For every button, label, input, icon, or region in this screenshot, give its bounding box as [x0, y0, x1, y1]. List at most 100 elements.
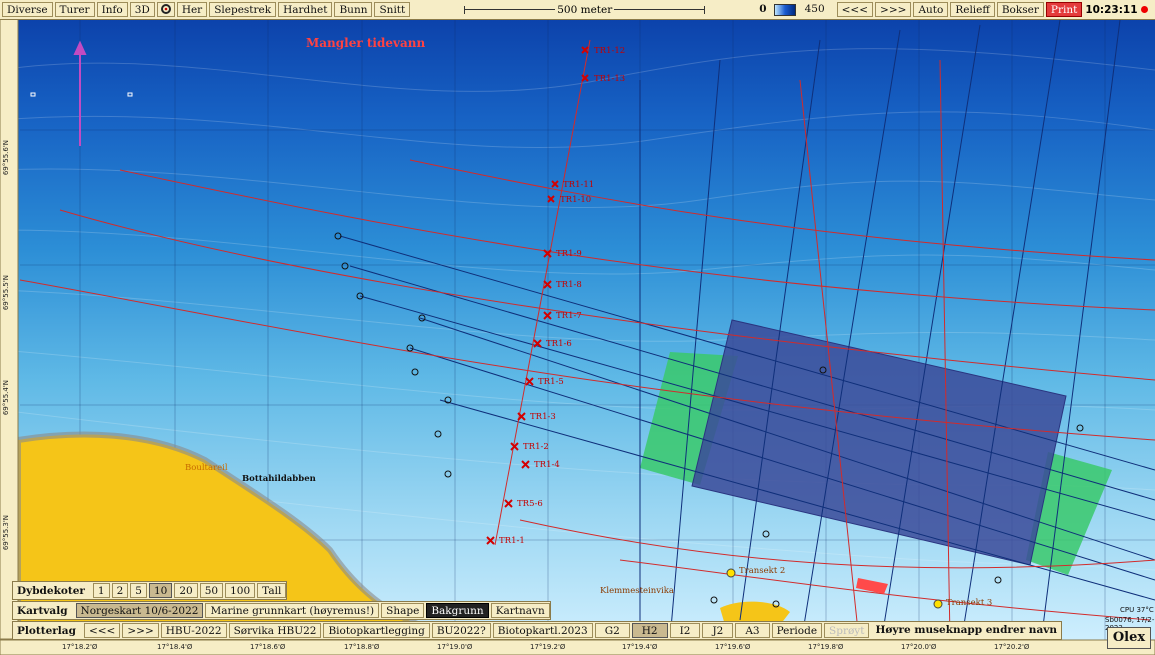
contour-option-tall[interactable]: Tall: [257, 583, 287, 598]
lon-tick: 17°19.4'Ø: [622, 643, 658, 651]
lat-tick: 69°55.3'N: [2, 515, 10, 551]
lon-tick: 17°20.2'Ø: [994, 643, 1030, 651]
station-label: TR1-5: [538, 377, 564, 387]
layer-sproyt[interactable]: Sprøyt: [824, 623, 870, 638]
place-label: Bottahildabben: [242, 474, 316, 484]
station-label: TR1-3: [530, 412, 556, 422]
transect-2-icon: [726, 568, 736, 578]
station-label: TR1-7: [556, 311, 582, 321]
station-label: TR1-6: [546, 339, 572, 349]
depth-color-bar: [773, 3, 796, 16]
relieff-button[interactable]: Relieff: [950, 2, 995, 17]
place-label: Klemmesteinvika: [600, 586, 674, 596]
station-crosses: [486, 46, 589, 545]
record-indicator-icon: [1140, 6, 1148, 13]
prev-button[interactable]: <<<: [836, 2, 874, 17]
target-icon[interactable]: [156, 2, 175, 17]
station-label: TR1-13: [594, 74, 626, 84]
hardhet-button[interactable]: Hardhet: [278, 2, 333, 17]
station-label: TR1-2: [523, 442, 549, 452]
her-button[interactable]: Her: [176, 2, 208, 17]
next-button[interactable]: >>>: [875, 2, 912, 17]
top-toolbar: Diverse Turer Info 3D Her Slepestrek Har…: [0, 0, 1155, 20]
land-islet: [720, 601, 790, 625]
layer-biotopkartl-2023[interactable]: Biotopkartl.2023: [492, 623, 593, 638]
lat-tick: 69°55.5'N: [2, 275, 10, 311]
red-marker-zone: [856, 578, 888, 594]
lon-tick: 17°19.6'Ø: [715, 643, 751, 651]
map-option-marine[interactable]: Marine grunnkart (høyremus!): [205, 603, 380, 618]
layer-sorvika[interactable]: Sørvika HBU22: [228, 623, 322, 638]
diverse-button[interactable]: Diverse: [2, 2, 53, 17]
tide-warning-label: Mangler tidevann: [306, 36, 426, 50]
waypoint-markers: [334, 232, 1084, 608]
station-label: TR1-4: [534, 460, 560, 470]
lon-tick: 17°18.2'Ø: [62, 643, 98, 651]
kartvalg-label: Kartvalg: [17, 604, 68, 617]
scale-bar: 500 meter: [464, 3, 706, 16]
layer-bu2022[interactable]: BU2022?: [431, 623, 491, 638]
lon-tick: 17°18.4'Ø: [157, 643, 193, 651]
bottom-ruler: [0, 639, 1155, 655]
info-button[interactable]: Info: [96, 2, 128, 17]
layer-g2[interactable]: G2: [594, 623, 630, 638]
lon-tick: 17°19.2'Ø: [530, 643, 566, 651]
map-option-bakgrunn[interactable]: Bakgrunn: [426, 603, 489, 618]
station-label: TR1-8: [556, 280, 582, 290]
contour-option-100[interactable]: 100: [225, 583, 256, 598]
lon-tick: 17°20.0'Ø: [901, 643, 937, 651]
map-option-kartnavn[interactable]: Kartnavn: [490, 603, 550, 618]
station-label: TR1-12: [594, 46, 626, 56]
depth-min: 0: [759, 3, 767, 15]
layer-biotopkartlegging[interactable]: Biotopkartlegging: [323, 623, 430, 638]
lon-tick: 17°19.8'Ø: [808, 643, 844, 651]
dybdekoter-panel: Dybdekoter 1 2 5 10 20 50 100 Tall: [12, 581, 288, 600]
lon-tick: 17°18.8'Ø: [344, 643, 380, 651]
layer-hbu-2022[interactable]: HBU-2022: [160, 623, 227, 638]
scale-label: 500 meter: [557, 3, 613, 16]
transect-3-icon: [933, 599, 943, 609]
slepestrek-button[interactable]: Slepestrek: [209, 2, 277, 17]
contour-option-1[interactable]: 1: [92, 583, 110, 598]
bunn-button[interactable]: Bunn: [334, 2, 373, 17]
small-marker: [30, 92, 36, 97]
dybdekoter-label: Dybdekoter: [17, 584, 85, 597]
map-option-norgeskart[interactable]: Norgeskart 10/6-2022: [75, 603, 204, 618]
contour-option-20[interactable]: 20: [174, 583, 198, 598]
station-label: TR1-11: [563, 180, 595, 190]
cpu-info: CPU 37°C: [1120, 606, 1154, 614]
lon-tick: 17°18.6'Ø: [250, 643, 286, 651]
auto-button[interactable]: Auto: [913, 2, 949, 17]
layer-hint: Høyre museknapp endrer navn: [875, 624, 1057, 636]
bokser-button[interactable]: Bokser: [996, 2, 1044, 17]
transect-label: Transekt 3: [946, 598, 993, 608]
3d-button[interactable]: 3D: [129, 2, 155, 17]
lat-tick: 69°55.4'N: [2, 380, 10, 416]
plotterlag-panel: Plotterlag <<< >>> HBU-2022 Sørvika HBU2…: [12, 621, 1062, 640]
plotterlag-label: Plotterlag: [17, 624, 76, 637]
station-label: TR5-6: [517, 499, 543, 509]
station-label: TR1-10: [560, 195, 592, 205]
map-option-shape[interactable]: Shape: [381, 603, 425, 618]
contour-option-5[interactable]: 5: [130, 583, 147, 598]
layer-prev-button[interactable]: <<<: [83, 623, 121, 638]
contour-option-50[interactable]: 50: [199, 583, 224, 598]
contour-option-10[interactable]: 10: [148, 583, 173, 598]
layer-j2[interactable]: J2: [702, 623, 734, 638]
transect-label: Transekt 2: [739, 566, 786, 576]
route-lines: [19, 39, 1155, 651]
layer-periode[interactable]: Periode: [771, 623, 823, 638]
layer-i2[interactable]: I2: [669, 623, 701, 638]
place-label: Boultareil: [185, 463, 228, 473]
turer-button[interactable]: Turer: [54, 2, 95, 17]
layer-a3[interactable]: A3: [735, 623, 770, 638]
layer-h2[interactable]: H2: [631, 623, 668, 638]
snitt-button[interactable]: Snitt: [374, 2, 411, 17]
olex-logo: Olex: [1107, 627, 1151, 649]
small-marker: [127, 92, 133, 97]
layer-next-button[interactable]: >>>: [122, 623, 159, 638]
contour-option-2[interactable]: 2: [111, 583, 129, 598]
print-button[interactable]: Print: [1045, 2, 1083, 17]
depth-max: 450: [804, 3, 825, 15]
